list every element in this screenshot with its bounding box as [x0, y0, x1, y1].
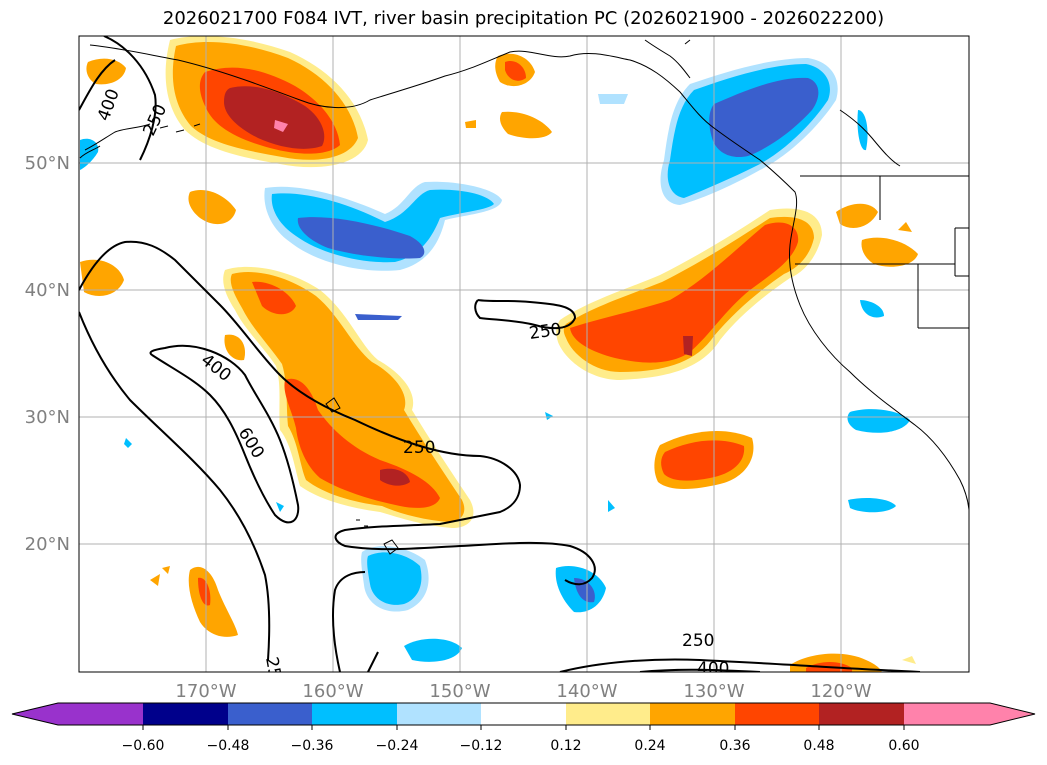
colorbar-outline [11, 702, 1036, 726]
lon-label: 170°W [175, 681, 236, 702]
colorbar-extension-low [12, 703, 58, 725]
colorbar-segment [228, 703, 313, 725]
lon-label: 160°W [302, 681, 363, 702]
lat-label: 30°N [25, 407, 70, 428]
colorbar-segment [819, 703, 905, 725]
colorbar-ticks [142, 725, 905, 730]
precip-anomaly-npac-negative [264, 181, 502, 320]
coastlines [79, 39, 969, 511]
colorbar-tick-label: −0.36 [291, 738, 334, 754]
latitude-labels: 50°N 40°N 30°N 20°N [25, 153, 70, 555]
lon-label: 150°W [429, 681, 490, 702]
ivt-contours [79, 36, 921, 672]
colorbar-segment [312, 703, 398, 725]
colorbar-segment [650, 703, 736, 725]
lat-label: 20°N [25, 534, 70, 555]
precip-anomaly-subtropical-negative [361, 546, 606, 662]
colorbar: −0.60 −0.48 −0.36 −0.24 −0.12 0.12 0.24 … [11, 702, 1036, 754]
contour-label: 250 [682, 631, 714, 651]
colorbar-tick-label: 0.60 [888, 738, 919, 754]
colorbar-tick-label: 0.48 [803, 738, 834, 754]
contour-label: 25 [261, 655, 284, 680]
contour-label: 250 [528, 320, 563, 344]
colorbar-extension-high [990, 703, 1035, 725]
precip-anomaly-westcoast-positive [150, 53, 918, 672]
political-borders [795, 175, 969, 329]
colorbar-segment [397, 703, 482, 725]
colorbar-tick-labels: −0.60 −0.48 −0.36 −0.24 −0.12 0.12 0.24 … [122, 738, 920, 754]
figure-title: 2026021700 F084 IVT, river basin precipi… [162, 8, 885, 29]
precip-anomaly-alaska-positive [80, 36, 368, 170]
colorbar-tick-label: −0.60 [122, 738, 165, 754]
lon-label: 120°W [810, 681, 871, 702]
map-content: 400 250 400 600 250 250 250 400 25 [79, 36, 969, 680]
colorbar-tick-label: −0.48 [207, 738, 250, 754]
colorbar-tick-label: −0.12 [460, 738, 503, 754]
precip-anomaly-bc-negative [124, 58, 910, 513]
graticule [79, 36, 969, 672]
colorbar-segment [143, 703, 229, 725]
colorbar-tick-label: −0.24 [376, 738, 419, 754]
map-frame [78, 35, 970, 673]
colorbar-tick-label: 0.36 [719, 738, 750, 754]
longitude-labels: 170°W 160°W 150°W 140°W 130°W 120°W [175, 681, 871, 702]
precip-anomaly-central-positive [80, 190, 474, 637]
colorbar-segments [12, 703, 1035, 725]
contour-label: 400 [697, 659, 729, 679]
colorbar-segment [735, 703, 820, 725]
lat-label: 40°N [25, 280, 70, 301]
colorbar-segment [904, 703, 991, 725]
contour-label: 250 [403, 438, 435, 458]
colorbar-segment [566, 703, 651, 725]
colorbar-segment [58, 703, 144, 725]
lat-label: 50°N [25, 153, 70, 174]
colorbar-segment [481, 703, 567, 725]
colorbar-tick-label: 0.12 [550, 738, 581, 754]
lon-label: 140°W [556, 681, 617, 702]
lon-label: 130°W [683, 681, 744, 702]
colorbar-tick-label: 0.24 [634, 738, 665, 754]
